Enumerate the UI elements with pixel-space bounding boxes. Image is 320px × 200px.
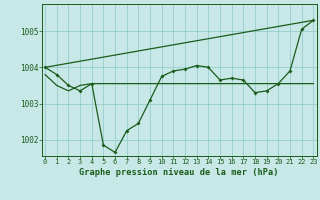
- X-axis label: Graphe pression niveau de la mer (hPa): Graphe pression niveau de la mer (hPa): [79, 168, 279, 177]
